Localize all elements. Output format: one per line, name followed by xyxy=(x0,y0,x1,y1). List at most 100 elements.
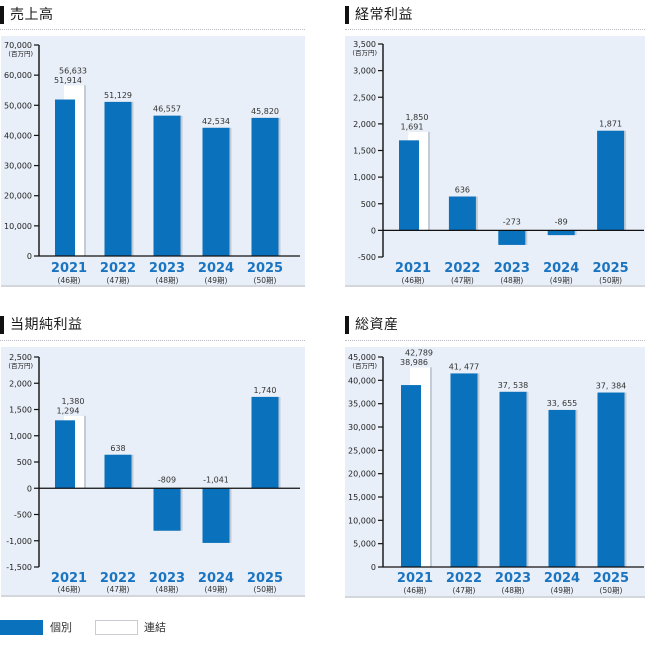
value-label-individual-2024: -89 xyxy=(555,217,568,226)
y-tick-label: 1,000 xyxy=(353,173,376,182)
value-label-individual-2024: -1,041 xyxy=(203,475,229,484)
y-tick-label: -500 xyxy=(358,253,376,262)
bar-individual-2024 xyxy=(548,409,576,567)
unit-label: (百万円) xyxy=(8,50,33,58)
chart-title-net-sales: 売上高 xyxy=(10,7,54,23)
bar-individual-2021 xyxy=(55,420,75,489)
year-label-2022: 2022 xyxy=(444,261,480,276)
unit-label: (百万円) xyxy=(352,49,377,57)
value-label-individual-2021: 38,986 xyxy=(400,358,428,367)
bar-individual-2022 xyxy=(448,196,476,231)
divider xyxy=(345,340,645,341)
y-tick-label: -500 xyxy=(14,511,32,520)
legend-label-consolidated: 連結 xyxy=(144,621,166,634)
period-label-2023: (48期) xyxy=(500,276,523,285)
bar-individual-2022 xyxy=(104,454,132,489)
bar-individual-2025 xyxy=(251,117,279,256)
bar-individual-2021 xyxy=(401,385,421,567)
bar-individual-2023 xyxy=(498,230,526,245)
year-label-2024: 2024 xyxy=(198,261,234,276)
value-label-individual-2025: 1,740 xyxy=(254,386,277,395)
period-label-2022: (47期) xyxy=(453,586,476,595)
bar-individual-2021 xyxy=(55,99,75,256)
divider xyxy=(0,340,305,341)
y-tick-label: 25,000 xyxy=(348,446,376,455)
y-tick-label: 3,500 xyxy=(353,40,376,49)
year-label-2023: 2023 xyxy=(149,261,185,276)
year-label-2021: 2021 xyxy=(395,261,431,276)
value-label-consolidated-2021: 1,380 xyxy=(62,397,85,406)
title-marker xyxy=(0,6,4,24)
year-label-2025: 2025 xyxy=(247,261,283,276)
y-tick-label: 20,000 xyxy=(4,192,32,201)
chart-panel-total-assets xyxy=(345,347,645,598)
year-label-2021: 2021 xyxy=(397,571,433,586)
period-label-2023: (48期) xyxy=(156,585,179,594)
bar-individual-2023 xyxy=(153,115,181,256)
divider xyxy=(0,29,305,30)
y-tick-label: -1,000 xyxy=(6,537,32,546)
year-label-2024: 2024 xyxy=(543,261,579,276)
bar-individual-2024 xyxy=(202,127,230,256)
value-label-individual-2025: 45,820 xyxy=(251,107,279,116)
y-tick-label: 2,500 xyxy=(353,93,376,102)
year-label-2021: 2021 xyxy=(51,261,87,276)
y-tick-label: 10,000 xyxy=(348,516,376,525)
y-tick-label: -1,500 xyxy=(6,563,32,572)
value-label-consolidated-2021: 42,789 xyxy=(405,348,433,357)
value-label-individual-2021: 1,294 xyxy=(57,406,80,415)
y-tick-label: 0 xyxy=(371,563,376,572)
y-tick-label: 500 xyxy=(361,200,376,209)
y-tick-label: 10,000 xyxy=(4,222,32,231)
y-tick-label: 20,000 xyxy=(348,470,376,479)
period-label-2021: (46期) xyxy=(404,586,427,595)
y-tick-label: 50,000 xyxy=(4,101,32,110)
y-tick-label: 35,000 xyxy=(348,400,376,409)
year-label-2022: 2022 xyxy=(100,261,136,276)
value-label-individual-2023: -273 xyxy=(503,217,521,226)
value-label-individual-2023: -809 xyxy=(158,475,176,484)
bar-individual-2021 xyxy=(399,140,419,231)
bar-individual-2023 xyxy=(153,488,181,531)
period-label-2024: (49期) xyxy=(205,276,228,285)
bar-individual-2025 xyxy=(251,396,279,489)
y-tick-label: 70,000 xyxy=(4,41,32,50)
year-label-2025: 2025 xyxy=(247,571,283,586)
period-label-2021: (46期) xyxy=(58,585,81,594)
y-tick-label: 30,000 xyxy=(4,162,32,171)
y-tick-label: 40,000 xyxy=(348,376,376,385)
bar-individual-2022 xyxy=(450,373,478,567)
period-label-2025: (50期) xyxy=(600,586,623,595)
chart-title-ordinary-profit: 経常利益 xyxy=(355,7,413,23)
period-label-2025: (50期) xyxy=(599,276,622,285)
unit-label: (百万円) xyxy=(352,362,377,370)
value-label-individual-2022: 51,129 xyxy=(104,91,132,100)
period-label-2023: (48期) xyxy=(156,276,179,285)
period-label-2024: (49期) xyxy=(551,586,574,595)
period-label-2024: (49期) xyxy=(550,276,573,285)
bar-individual-2025 xyxy=(597,130,625,231)
period-label-2021: (46期) xyxy=(402,276,425,285)
value-label-individual-2021: 1,691 xyxy=(401,122,424,131)
period-label-2022: (47期) xyxy=(107,276,130,285)
period-label-2022: (47期) xyxy=(107,585,130,594)
value-label-individual-2024: 33, 655 xyxy=(547,399,578,408)
title-marker xyxy=(345,6,349,24)
value-label-individual-2025: 1,871 xyxy=(599,120,622,129)
chart-title-total-assets: 総資産 xyxy=(355,317,399,333)
legend-label-individual: 個別 xyxy=(50,621,72,634)
y-tick-label: 0 xyxy=(371,226,376,235)
y-tick-label: 0 xyxy=(27,484,32,493)
year-label-2025: 2025 xyxy=(593,571,629,586)
bar-individual-2024 xyxy=(202,488,230,543)
y-tick-label: 3,000 xyxy=(353,67,376,76)
y-tick-label: 5,000 xyxy=(353,540,376,549)
y-tick-label: 30,000 xyxy=(348,423,376,432)
year-label-2024: 2024 xyxy=(544,571,580,586)
y-tick-label: 1,000 xyxy=(9,432,32,441)
value-label-consolidated-2021: 1,850 xyxy=(406,113,429,122)
y-tick-label: 2,000 xyxy=(9,379,32,388)
period-label-2025: (50期) xyxy=(254,276,277,285)
year-label-2024: 2024 xyxy=(198,571,234,586)
